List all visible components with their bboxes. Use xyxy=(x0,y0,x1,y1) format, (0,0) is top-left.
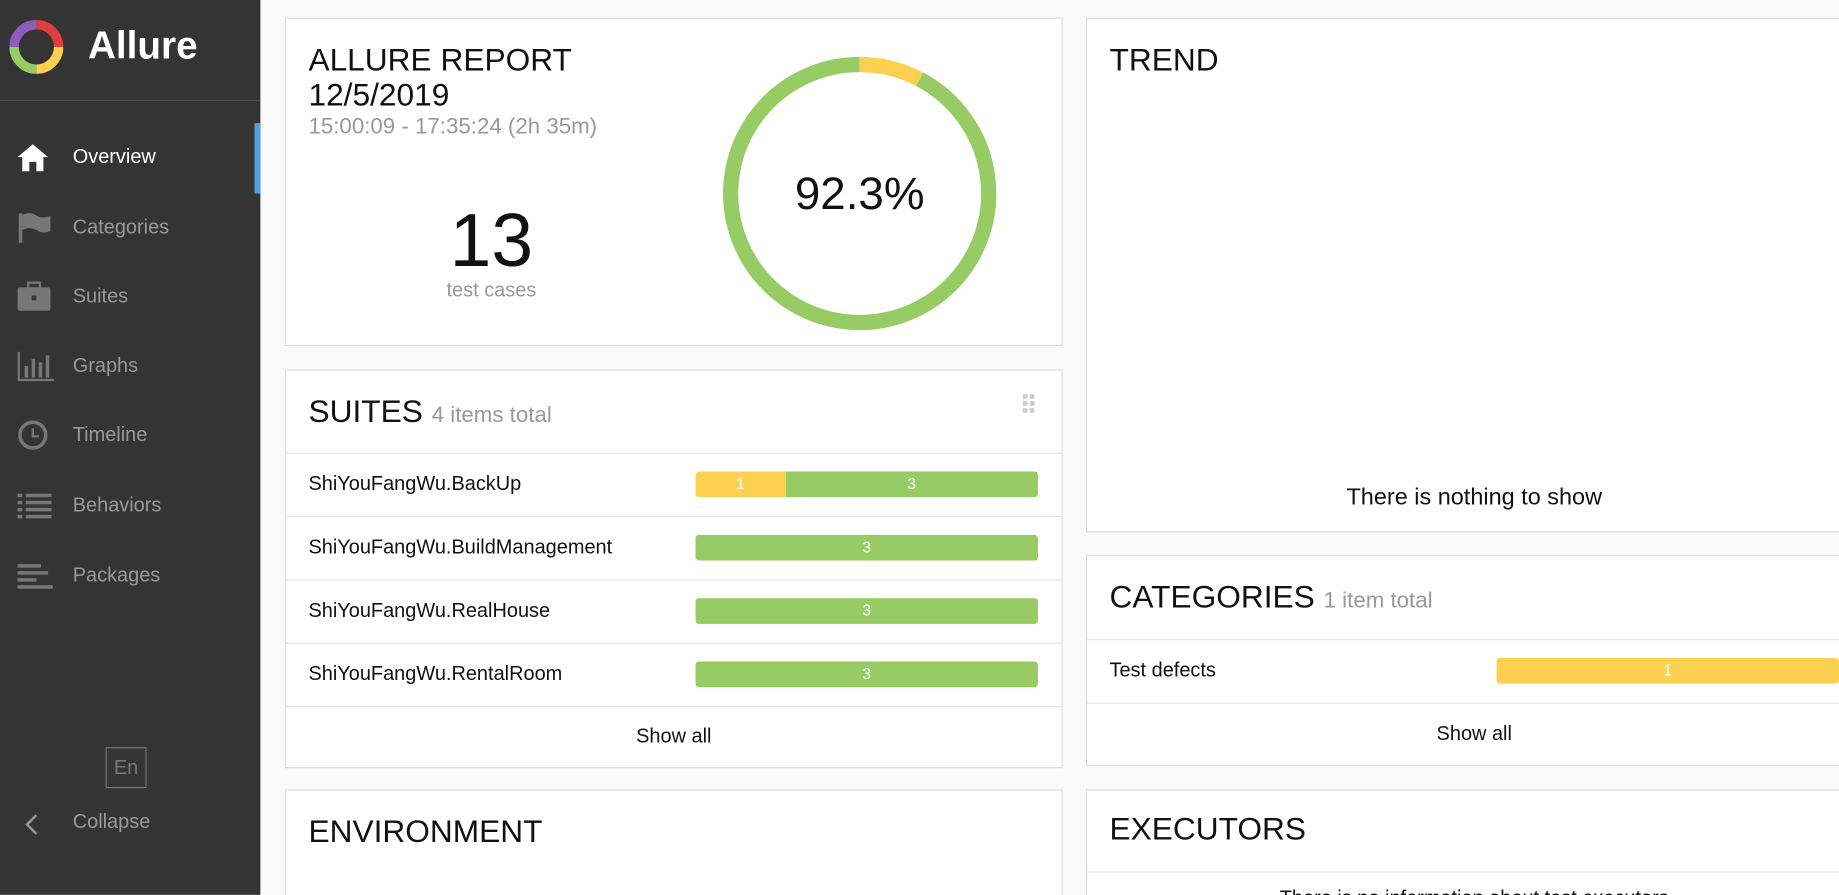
nav-label[interactable]: Overview xyxy=(72,145,156,168)
row-separator xyxy=(1087,702,1839,704)
nav-label[interactable]: Graphs xyxy=(72,354,139,377)
nav-label[interactable]: Packages xyxy=(72,564,161,587)
show-all[interactable]: Show all xyxy=(1436,722,1512,745)
icon xyxy=(17,281,51,311)
collapse-icon[interactable] xyxy=(21,812,44,838)
nav-label[interactable]: Suites xyxy=(72,284,129,308)
panel-title: ENVIRONMENT xyxy=(308,813,543,850)
panel-title: EXECUTORS xyxy=(1109,811,1307,847)
row-separator xyxy=(286,452,1062,454)
row-name[interactable]: ShiYouFangWu.BackUp xyxy=(308,472,522,495)
empty-message: There is nothing to show xyxy=(1346,484,1603,511)
row-separator xyxy=(286,642,1062,644)
row-separator xyxy=(286,579,1062,581)
report-title: ALLURE REPORT xyxy=(308,42,572,78)
nav-item[interactable]: Graphs xyxy=(0,342,260,389)
status-bar: 3 xyxy=(695,534,1038,561)
nav-label[interactable]: Timeline xyxy=(72,423,148,446)
categories-panel: CATEGORIES 1 item total Show all Test de… xyxy=(1086,554,1839,766)
environment-panel: ENVIRONMENT xyxy=(284,789,1063,895)
panel-title: SUITES xyxy=(308,394,423,430)
test-count: 13 xyxy=(449,198,534,283)
donut xyxy=(723,56,997,331)
active-indicator xyxy=(254,123,261,194)
icon xyxy=(17,144,49,172)
nav-item[interactable]: Overview xyxy=(0,123,261,194)
row-separator xyxy=(286,706,1062,708)
row-name[interactable]: Test defects xyxy=(1109,659,1216,682)
bar-segment: 1 xyxy=(695,471,786,498)
row-name[interactable]: ShiYouFangWu.RentalRoom xyxy=(308,662,563,685)
nav-label[interactable]: Categories xyxy=(72,215,170,239)
status-bar: 3 xyxy=(695,661,1038,688)
sidebar: Allure Overview Categories Suites Graphs… xyxy=(0,0,261,895)
panel-header: SUITES 4 items total xyxy=(308,394,551,430)
panel-header: CATEGORIES 1 item total xyxy=(1109,579,1432,615)
status-bar: 1 xyxy=(1496,657,1839,684)
empty-message: There is no information about test execu… xyxy=(1087,887,1839,895)
total-label: 4 items total xyxy=(431,403,552,429)
donut-arc xyxy=(723,56,997,331)
language-button[interactable]: En xyxy=(105,747,147,789)
nav-item[interactable]: Behaviors xyxy=(0,482,260,529)
trend-panel: TREND There is nothing to show xyxy=(1086,17,1839,533)
bar-segment: 3 xyxy=(695,661,1038,688)
bar-segment: 3 xyxy=(695,598,1038,624)
icon xyxy=(18,213,51,243)
bar-segment: 3 xyxy=(695,534,1038,561)
panel-title: TREND xyxy=(1109,42,1219,78)
collapse-button[interactable]: Collapse xyxy=(72,810,151,833)
row-name[interactable]: ShiYouFangWu.BuildManagement xyxy=(308,535,613,559)
report-date: 12/5/2019 xyxy=(308,77,450,113)
drag-handle[interactable] xyxy=(1022,394,1037,417)
nav-item[interactable]: Categories xyxy=(0,204,260,251)
row-separator xyxy=(1087,639,1839,641)
icon xyxy=(17,564,53,589)
bar-segment: 1 xyxy=(1496,657,1839,684)
icon xyxy=(17,493,52,519)
logo xyxy=(9,19,64,74)
icon xyxy=(18,420,48,450)
nav-item[interactable]: Timeline xyxy=(0,412,260,459)
suites-panel: SUITES 4 items total Show all ShiYouFang… xyxy=(284,369,1063,769)
total-label: 1 item total xyxy=(1323,588,1433,614)
nav-item[interactable]: Packages xyxy=(0,552,260,599)
nav-label[interactable]: Behaviors xyxy=(72,493,162,517)
executors-panel: EXECUTORS There is no information about … xyxy=(1086,789,1839,895)
separator xyxy=(0,99,261,101)
row-separator xyxy=(286,516,1062,518)
time-range: 15:00:09 - 17:35:24 (2h 35m) xyxy=(308,114,598,140)
row-name[interactable]: ShiYouFangWu.RealHouse xyxy=(308,599,551,622)
row-separator xyxy=(1087,871,1839,873)
donut-arc xyxy=(859,56,924,87)
summary-panel: ALLURE REPORT 12/5/2019 15:00:09 - 17:35… xyxy=(284,17,1063,346)
icon xyxy=(17,351,54,382)
show-all[interactable]: Show all xyxy=(636,724,712,748)
brand[interactable]: Allure xyxy=(87,23,198,67)
success-rate: 92.3% xyxy=(794,168,925,220)
bar-segment: 3 xyxy=(785,471,1038,498)
test-count-label: test cases xyxy=(446,279,537,302)
status-bar: 3 xyxy=(695,598,1038,624)
panel-title: CATEGORIES xyxy=(1109,579,1315,615)
nav-item[interactable]: Suites xyxy=(0,273,260,320)
